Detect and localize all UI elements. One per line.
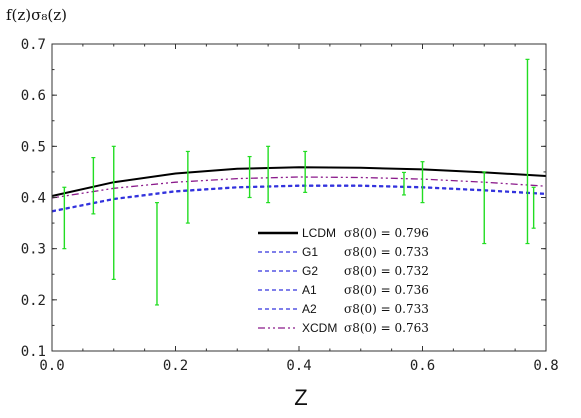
data-point-10	[482, 171, 487, 245]
legend-sigma-value: σ8(0) = 0.796	[344, 226, 429, 240]
y-tick-label: 0.7	[21, 37, 46, 53]
legend-label: LCDM	[302, 226, 336, 240]
x-tick-label: 0.2	[163, 358, 188, 374]
y-tick-label: 0.4	[21, 191, 46, 207]
data-point-0	[62, 186, 67, 250]
x-tick-label: 0.4	[286, 358, 311, 374]
legend-sigma-value: σ8(0) = 0.736	[344, 283, 429, 297]
data-point-5	[247, 155, 252, 199]
legend-entry-a1: A1 σ8(0) = 0.736	[258, 283, 429, 297]
data-point-2	[111, 145, 116, 280]
y-axis-label: f(z)σ₈(z)	[6, 6, 67, 24]
data-point-6	[266, 145, 271, 204]
data-point-12	[531, 186, 536, 229]
legend-label: A2	[302, 302, 317, 316]
legend-sigma-value: σ8(0) = 0.763	[344, 321, 429, 335]
y-tick-label: 0.6	[21, 88, 46, 104]
y-tick-label: 0.1	[21, 344, 46, 360]
series-layer	[51, 166, 547, 213]
legend-sigma-value: σ8(0) = 0.733	[344, 245, 429, 259]
y-tick-label: 0.5	[21, 139, 46, 155]
series-line-xcdm	[51, 176, 547, 199]
legend-label: G2	[302, 264, 318, 278]
y-tick-label: 0.3	[21, 242, 46, 258]
data-point-8	[401, 171, 406, 196]
x-tick-label: 0.6	[410, 358, 435, 374]
plot-frame	[51, 43, 547, 352]
legend: LCDM σ8(0) = 0.796 G1 σ8(0) = 0.733 G2 σ8(0) …	[258, 226, 429, 335]
legend-entry-g1: G1 σ8(0) = 0.733	[258, 245, 429, 259]
legend-entry-g2: G2 σ8(0) = 0.732	[258, 264, 429, 278]
legend-sigma-value: σ8(0) = 0.733	[344, 302, 429, 316]
legend-entry-a2: A2 σ8(0) = 0.733	[258, 302, 429, 316]
data-point-11	[525, 58, 530, 245]
legend-entry-xcdm: XCDM σ8(0) = 0.763	[258, 321, 429, 335]
data-point-1	[91, 156, 96, 215]
x-axis-label: Z	[294, 385, 307, 410]
legend-label: G1	[302, 245, 318, 259]
series-line-lcdm	[51, 166, 547, 197]
series-line-a1	[51, 184, 547, 212]
x-tick-label: 0.8	[533, 358, 558, 374]
x-tick-label: 0.0	[39, 358, 64, 374]
series-line-a2	[51, 185, 547, 212]
legend-entry-lcdm: LCDM σ8(0) = 0.796	[258, 226, 429, 240]
ticks-layer: 0.0 0.2 0.4 0.6 0.8 0.1 0.2 0.3 0.4 0.5 0.6 0.7	[21, 37, 559, 374]
legend-sigma-value: σ8(0) = 0.732	[344, 264, 429, 278]
data-point-9	[420, 161, 425, 204]
legend-label: XCDM	[302, 321, 337, 335]
y-tick-label: 0.2	[21, 293, 46, 309]
data-point-3	[154, 202, 159, 306]
data-point-7	[303, 150, 308, 193]
data-points-layer	[62, 58, 536, 306]
data-point-4	[185, 150, 190, 224]
legend-label: A1	[302, 283, 317, 297]
